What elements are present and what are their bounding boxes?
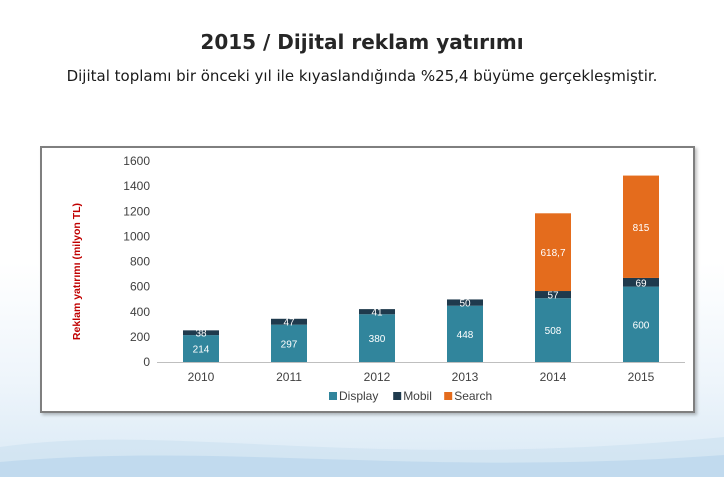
- x-tick-label: 2012: [364, 370, 391, 384]
- background-wave: [0, 437, 724, 477]
- stacked-bar-chart: 0 200 400 600 800 1000 1200 1400 1600 Reklam yatı…: [71, 154, 685, 403]
- y-axis-label: Reklam yatırımı (milyon TL): [71, 203, 83, 340]
- data-label-search: 815: [633, 223, 650, 234]
- data-label-display: 214: [193, 345, 210, 356]
- x-tick-label: 2014: [540, 370, 567, 384]
- data-label-search: 618,7: [540, 248, 565, 259]
- legend-swatch-search: [444, 392, 453, 400]
- y-tick-label: 1600: [123, 154, 150, 168]
- bar-display-2011: [271, 324, 307, 362]
- bar-display-2013: [447, 305, 483, 362]
- bar-mobil-2010: [183, 330, 219, 336]
- bar-display-2010: [183, 335, 219, 362]
- legend-swatch-display: [329, 392, 337, 400]
- slide-subtitle: Dijital toplamı bir önceki yıl ile kıyas…: [66, 67, 658, 85]
- data-label-mobil: 50: [459, 299, 471, 310]
- bar-mobil-2012: [359, 309, 395, 315]
- data-label-display: 297: [281, 339, 298, 350]
- bar-search-2014: [535, 213, 571, 292]
- y-tick-label: 0: [143, 355, 150, 369]
- bar-display-2014: [535, 298, 571, 362]
- bar-mobil-2015: [623, 277, 659, 287]
- legend-label-display: Display: [339, 389, 378, 403]
- data-label-mobil: 47: [283, 318, 295, 329]
- bar-search-2015: [623, 175, 659, 278]
- data-label-display: 600: [633, 320, 650, 331]
- data-label-display: 380: [369, 334, 386, 345]
- y-tick-label: 200: [130, 330, 150, 344]
- legend-swatch-mobil: [393, 392, 402, 400]
- bar-mobil-2011: [271, 318, 307, 325]
- data-label-display: 508: [545, 326, 562, 337]
- chart-frame: 0 200 400 600 800 1000 1200 1400 1600 Reklam yatı…: [40, 146, 695, 413]
- data-label-mobil: 69: [635, 278, 647, 289]
- y-tick-label: 1200: [123, 204, 150, 218]
- bar-mobil-2013: [447, 299, 483, 306]
- data-label-mobil: 38: [195, 329, 207, 340]
- x-tick-label: 2013: [452, 370, 479, 384]
- legend-label-mobil: Mobil: [403, 389, 432, 403]
- legend-label-search: Search: [454, 389, 492, 403]
- bar-display-2015: [623, 286, 659, 362]
- data-label-mobil: 57: [547, 291, 559, 302]
- data-label-display: 448: [457, 330, 474, 341]
- y-tick-label: 400: [130, 305, 150, 319]
- bar-display-2012: [359, 314, 395, 362]
- y-tick-label: 600: [130, 280, 150, 294]
- slide-title: 2015 / Dijital reklam yatırımı: [200, 30, 524, 54]
- y-tick-label: 1400: [123, 179, 150, 193]
- x-tick-label: 2010: [188, 370, 215, 384]
- bar-mobil-2014: [535, 291, 571, 299]
- y-tick-label: 800: [130, 255, 150, 269]
- x-tick-label: 2011: [276, 370, 302, 384]
- x-tick-label: 2015: [628, 370, 655, 384]
- y-tick-label: 1000: [123, 229, 150, 243]
- data-label-mobil: 41: [371, 308, 383, 319]
